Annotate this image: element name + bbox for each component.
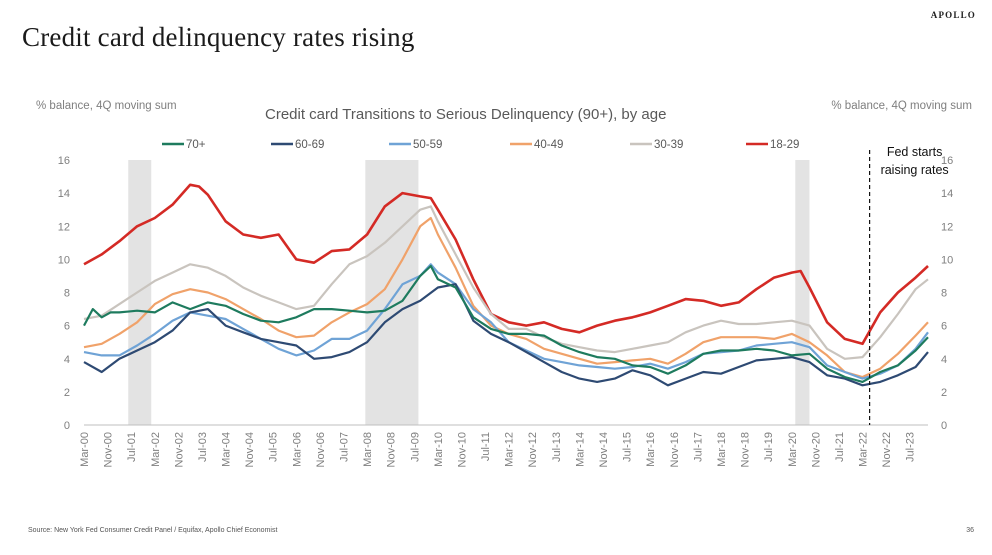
y-tick-left-10: 10 <box>58 254 70 266</box>
legend-label-60-69: 60-69 <box>295 139 324 151</box>
x-tick-label-7: Nov-04 <box>244 432 256 467</box>
y-tick-right-16: 16 <box>941 155 953 167</box>
y-tick-right-12: 12 <box>941 221 953 233</box>
legend-label-30-39: 30-39 <box>654 139 683 151</box>
x-tick-label-25: Nov-16 <box>669 432 681 467</box>
brand-logo: APOLLO <box>930 10 976 20</box>
x-tick-label-32: Jul-21 <box>834 432 846 462</box>
x-tick-label-3: Mar-02 <box>150 432 162 467</box>
y-tick-left-16: 16 <box>58 155 70 167</box>
x-tick-label-0: Mar-00 <box>79 432 91 467</box>
x-tick-label-10: Nov-06 <box>315 432 327 467</box>
legend-label-18-29: 18-29 <box>770 139 799 151</box>
y-tick-right-14: 14 <box>941 188 953 200</box>
y-tick-right-10: 10 <box>941 254 953 266</box>
x-tick-label-4: Nov-02 <box>173 432 185 467</box>
x-tick-label-35: Jul-23 <box>905 432 917 462</box>
x-tick-label-26: Jul-17 <box>692 432 704 462</box>
recession-band-2 <box>795 160 810 425</box>
y-tick-right-6: 6 <box>941 321 947 333</box>
x-tick-label-27: Mar-18 <box>716 432 728 467</box>
series-line-30-39 <box>83 205 929 360</box>
series-line-18-29 <box>83 183 929 346</box>
x-tick-label-1: Nov-00 <box>103 432 115 467</box>
y-tick-left-0: 0 <box>64 420 70 432</box>
source-note: Source: New York Fed Consumer Credit Pan… <box>28 527 278 534</box>
fed-annotation-line-1: raising rates <box>881 163 949 177</box>
x-tick-label-31: Nov-20 <box>810 432 822 467</box>
x-tick-label-34: Nov-22 <box>881 432 893 467</box>
x-tick-label-21: Mar-14 <box>574 432 586 467</box>
x-tick-label-15: Mar-10 <box>433 432 445 467</box>
legend-label-40-49: 40-49 <box>534 139 563 151</box>
page-number: 36 <box>966 527 974 534</box>
series-line-70+ <box>83 264 929 383</box>
fed-annotation-line-0: Fed starts <box>887 145 943 159</box>
series-line-60-69 <box>83 283 929 387</box>
x-tick-label-19: Nov-12 <box>527 432 539 467</box>
x-tick-label-18: Mar-12 <box>504 432 516 467</box>
x-tick-label-8: Jul-05 <box>268 432 280 462</box>
x-tick-label-30: Mar-20 <box>787 432 799 467</box>
chart-title: Credit card Transitions to Serious Delin… <box>265 106 667 123</box>
x-tick-label-24: Mar-16 <box>645 432 657 467</box>
x-tick-label-33: Mar-22 <box>858 432 870 467</box>
y-tick-left-2: 2 <box>64 387 70 399</box>
x-tick-label-13: Nov-08 <box>386 432 398 467</box>
y-tick-left-12: 12 <box>58 221 70 233</box>
y-tick-right-2: 2 <box>941 387 947 399</box>
legend-label-50-59: 50-59 <box>413 139 442 151</box>
y-tick-left-6: 6 <box>64 321 70 333</box>
x-tick-label-22: Nov-14 <box>598 432 610 467</box>
slide-title: Credit card delinquency rates rising <box>22 22 415 52</box>
y-tick-left-4: 4 <box>64 354 70 366</box>
y-tick-right-0: 0 <box>941 420 947 432</box>
x-tick-label-6: Mar-04 <box>221 432 233 467</box>
x-tick-label-17: Jul-11 <box>480 432 492 461</box>
x-tick-label-12: Mar-08 <box>362 432 374 467</box>
x-tick-label-16: Nov-10 <box>456 432 468 467</box>
y-tick-right-4: 4 <box>941 354 947 366</box>
right-axis-unit: % balance, 4Q moving sum <box>831 100 972 112</box>
x-tick-label-28: Nov-18 <box>740 432 752 467</box>
y-tick-right-8: 8 <box>941 288 947 300</box>
recession-band-0 <box>128 160 152 425</box>
x-tick-label-23: Jul-15 <box>622 432 634 462</box>
left-axis-unit: % balance, 4Q moving sum <box>36 100 177 112</box>
legend-label-70+: 70+ <box>186 139 206 151</box>
x-tick-label-14: Jul-09 <box>409 432 421 462</box>
x-tick-label-11: Jul-07 <box>339 432 351 462</box>
x-tick-label-5: Jul-03 <box>197 432 209 462</box>
series-line-40-49 <box>83 216 929 379</box>
x-tick-label-20: Jul-13 <box>551 432 563 462</box>
y-tick-left-8: 8 <box>64 288 70 300</box>
x-tick-label-9: Mar-06 <box>291 432 303 467</box>
x-tick-label-29: Jul-19 <box>763 432 775 462</box>
y-tick-left-14: 14 <box>58 188 70 200</box>
x-tick-label-2: Jul-01 <box>126 432 138 462</box>
